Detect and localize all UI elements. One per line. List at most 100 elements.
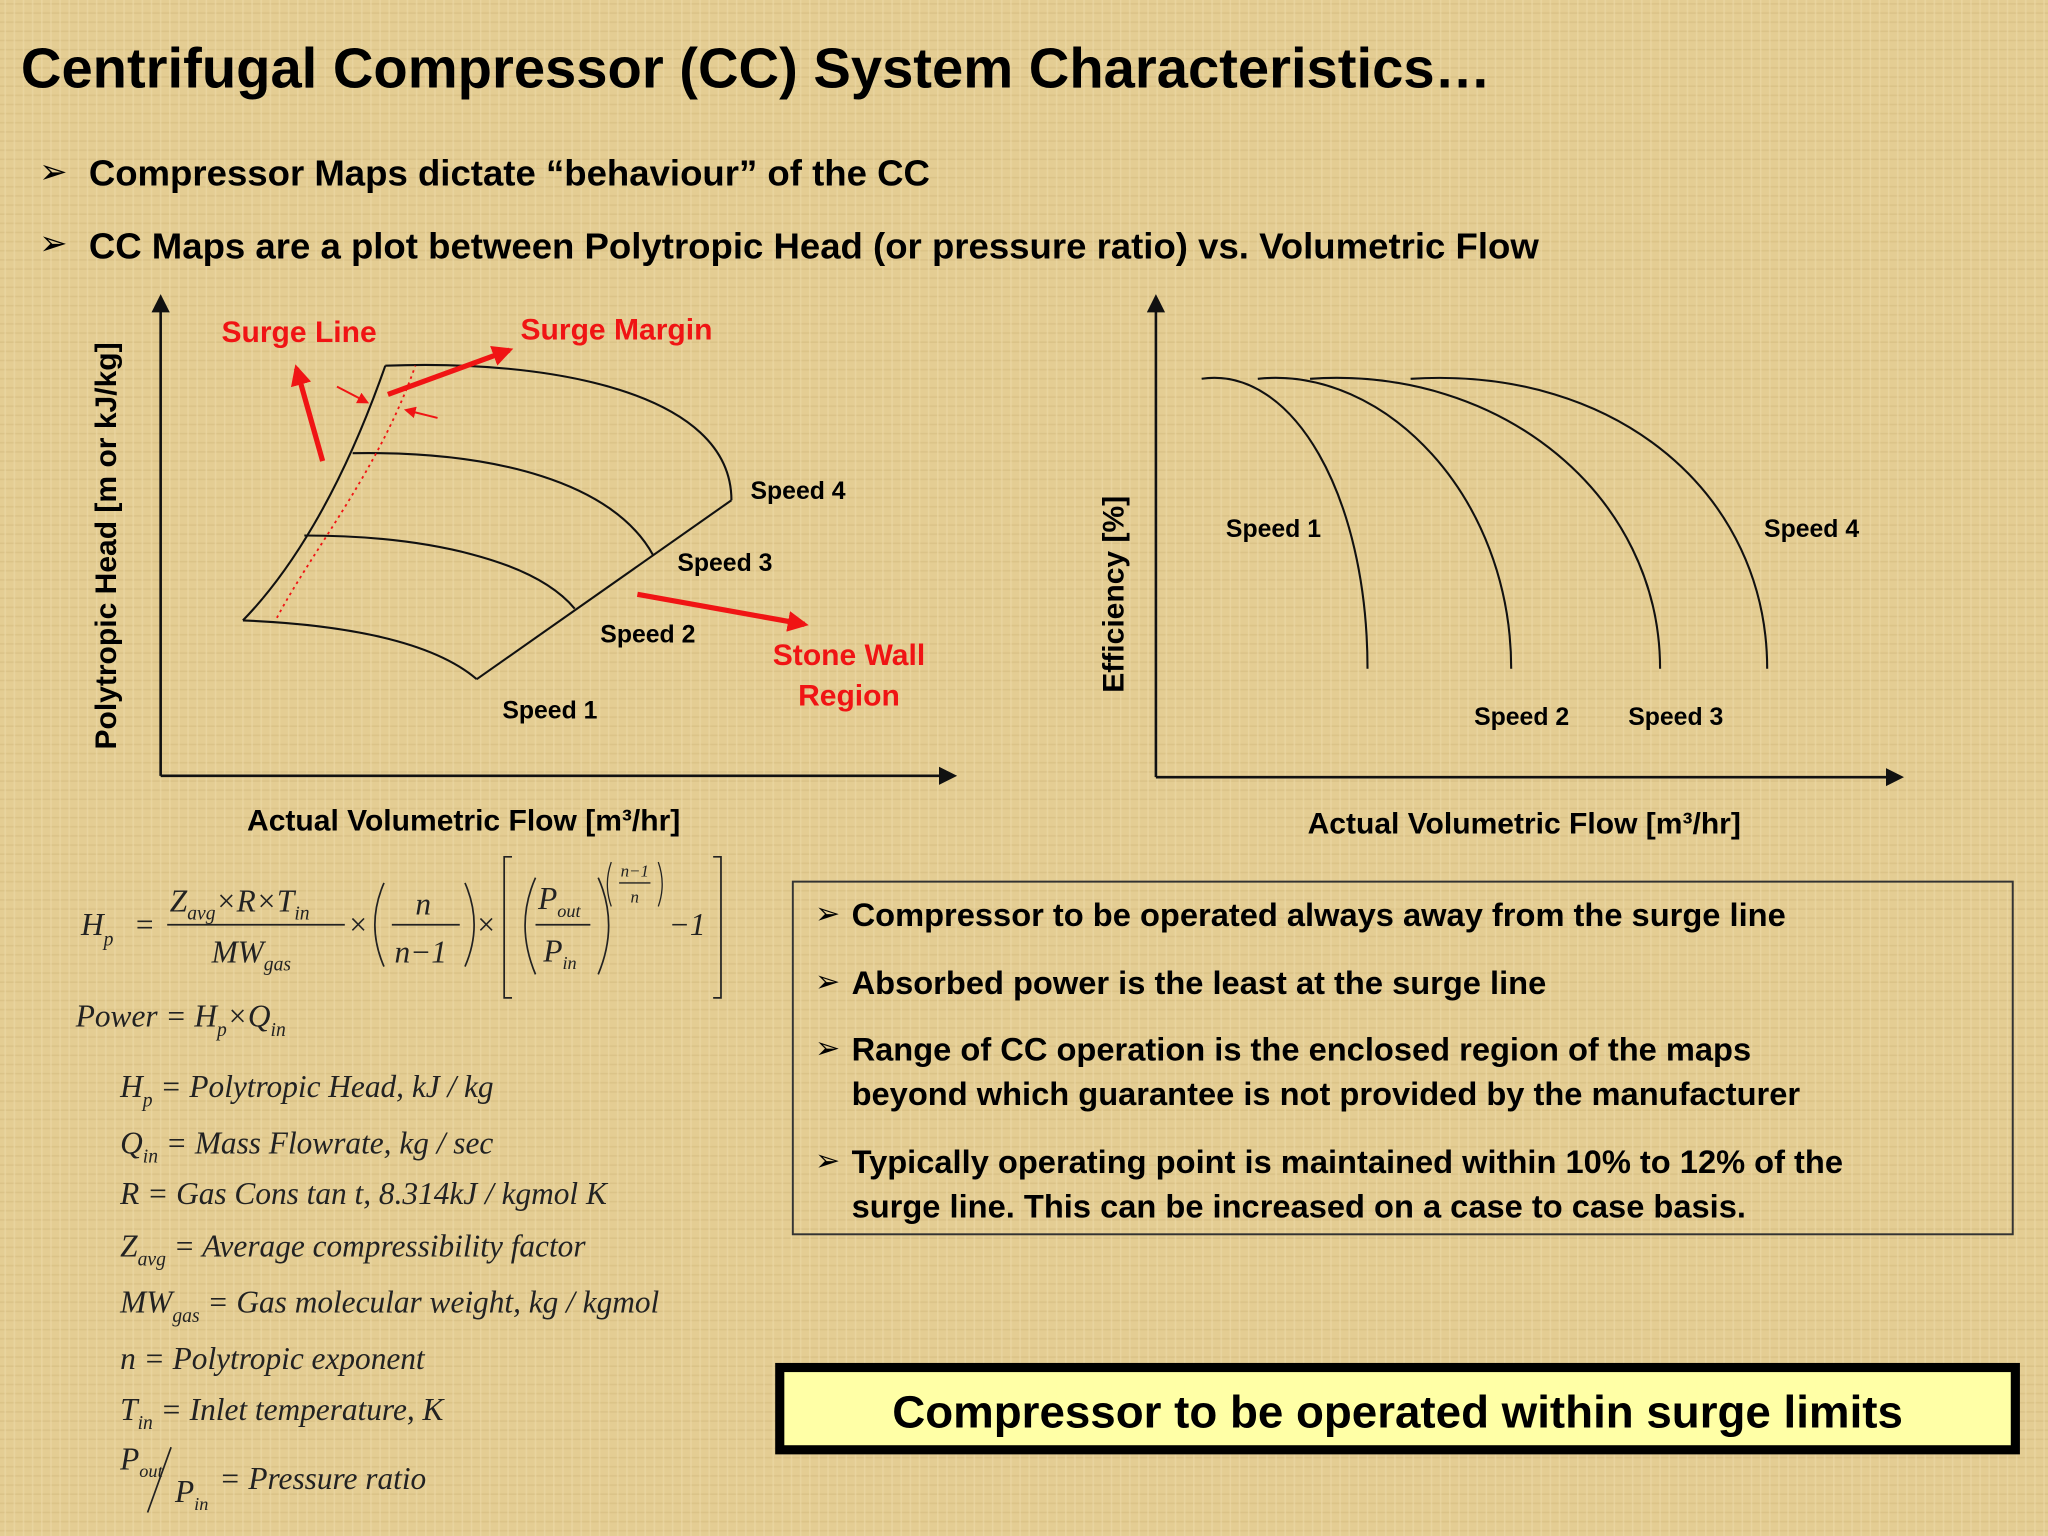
pressure-ratio: Pout Pin = Pressure ratio [119, 1441, 426, 1513]
subscript: in [194, 1494, 208, 1514]
definition-text: = Gas Cons tan t, 8.314kJ / kgmol K [147, 1176, 609, 1211]
subscript: out [557, 901, 581, 921]
definitions: Hp = Polytropic Head, kJ / kg Qin = Mass Fl… [119, 1069, 659, 1434]
x-axis-label: Actual Volumetric Flow [m³/hr] [1308, 807, 1741, 840]
formula-text: = [136, 907, 154, 942]
subscript: p [215, 1020, 227, 1041]
note-arrow: ➢ [815, 1144, 840, 1177]
formula-text: n−1 [621, 861, 649, 880]
formula-text: Zavg×R×Tin [170, 884, 310, 925]
speed-curve [242, 619, 478, 680]
head-map: Polytropic Head [m or kJ/kg] Actual Volu… [90, 294, 958, 838]
arrow [636, 591, 809, 632]
bullet: Compressor Maps dictate “behaviour” of t… [89, 152, 930, 193]
arrow [336, 385, 370, 404]
subscript: p [102, 930, 114, 951]
speed-label: Speed 3 [677, 550, 772, 577]
note-text: beyond which guarantee is not provided b… [852, 1075, 1801, 1112]
definition: Tin = Inlet temperature, K [120, 1392, 445, 1434]
definition: Hp = Polytropic Head, kJ / kg [119, 1069, 493, 1111]
paren [374, 882, 385, 967]
notes: ➢ Compressor to be operated always away f… [815, 896, 1843, 1224]
stone-wall-line [476, 499, 733, 681]
subscript: in [138, 1413, 153, 1434]
subscript: gas [172, 1306, 200, 1327]
surge-line-label: Surge Line [222, 316, 377, 349]
formula-text: MWgas [211, 935, 292, 976]
symbol: ×R×T [216, 884, 297, 919]
speed-label: Speed 2 [1474, 704, 1569, 731]
formula-text: n−1 [394, 935, 446, 970]
definition-text: = Polytropic exponent [144, 1341, 426, 1376]
symbol: T [120, 1392, 140, 1427]
formula-text: Pout [537, 881, 581, 921]
definition-text: = Average compressibility factor [174, 1228, 587, 1263]
subscript: out [139, 1461, 163, 1481]
stone-wall-label: Region [798, 679, 900, 712]
paren [464, 882, 475, 967]
symbol: P [174, 1474, 194, 1509]
y-axis-label: Efficiency [%] [1097, 496, 1130, 693]
note-text: surge line. This can be increased on a c… [852, 1187, 1746, 1224]
formula-text: −1 [669, 907, 706, 942]
banner-text: Compressor to be operated within surge l… [892, 1387, 1903, 1438]
speed-label: Speed 1 [1226, 516, 1321, 543]
x-axis-label: Actual Volumetric Flow [m³/hr] [247, 805, 680, 838]
bullet: CC Maps are a plot between Polytropic He… [89, 226, 1540, 267]
head-formula: Hp = Zavg×R×Tin MWgas × n n−1 × Pout Pin… [80, 855, 722, 999]
speed-curve [385, 363, 733, 501]
subscript: in [294, 904, 309, 925]
note-arrow: ➢ [815, 1032, 840, 1065]
bullet-arrow: ➢ [39, 225, 67, 263]
surge-line [242, 365, 387, 622]
speed-label: Speed 2 [600, 622, 695, 649]
symbol: Power = H [75, 999, 220, 1034]
note-text: Range of CC operation is the enclosed re… [852, 1031, 1752, 1068]
formula-text: Pin [542, 933, 576, 973]
formula-text: Pout [119, 1441, 163, 1481]
symbol: Z [170, 884, 188, 919]
speed-label: Speed 1 [502, 697, 597, 724]
subscript: avg [187, 904, 215, 925]
definition: MWgas = Gas molecular weight, kg / kgmol [119, 1285, 659, 1327]
symbol: MW [211, 935, 267, 970]
symbol: H [80, 907, 106, 942]
symbol: R [119, 1176, 139, 1211]
formula-text: Hp [80, 907, 114, 950]
formula-text: × [475, 907, 496, 942]
stone-wall-label: Stone Wall [773, 639, 925, 672]
surge-margin-line [276, 365, 417, 619]
power-formula: Power = Hp×Qin [75, 999, 286, 1041]
paren [606, 861, 663, 907]
banner-box [775, 1362, 2020, 1455]
speed-label: Speed 4 [1764, 516, 1859, 543]
speed-label: Speed 3 [1628, 704, 1723, 731]
formula-text: n [415, 886, 431, 921]
definition-text: = Mass Flowrate, kg / sec [166, 1125, 494, 1160]
formula-text: × [347, 907, 368, 942]
speed-label: Speed 4 [750, 478, 845, 505]
formula-text: Pin [174, 1474, 208, 1514]
notes-box [791, 880, 2014, 1236]
slash [146, 1446, 172, 1513]
arrow [403, 406, 438, 419]
formula-text: n [631, 888, 639, 907]
definition-text: = Gas molecular weight, kg / kgmol [207, 1285, 659, 1320]
symbol: ×Q [227, 999, 271, 1034]
subscript: avg [138, 1250, 166, 1271]
speed-curve [304, 534, 576, 610]
symbol: Z [120, 1228, 138, 1263]
symbol: n [120, 1341, 136, 1376]
subscript: gas [264, 954, 292, 975]
definition: R = Gas Cons tan t, 8.314kJ / kgmol K [119, 1176, 609, 1211]
note-arrow: ➢ [815, 897, 840, 930]
definition-text: = Polytropic Head, kJ / kg [160, 1069, 493, 1104]
definition: Qin = Mass Flowrate, kg / sec [120, 1125, 493, 1167]
efficiency-map: Efficiency [%] Actual Volumetric Flow [m… [1097, 294, 1905, 840]
subscript: in [143, 1146, 158, 1167]
definition-text: = Inlet temperature, K [161, 1392, 446, 1427]
